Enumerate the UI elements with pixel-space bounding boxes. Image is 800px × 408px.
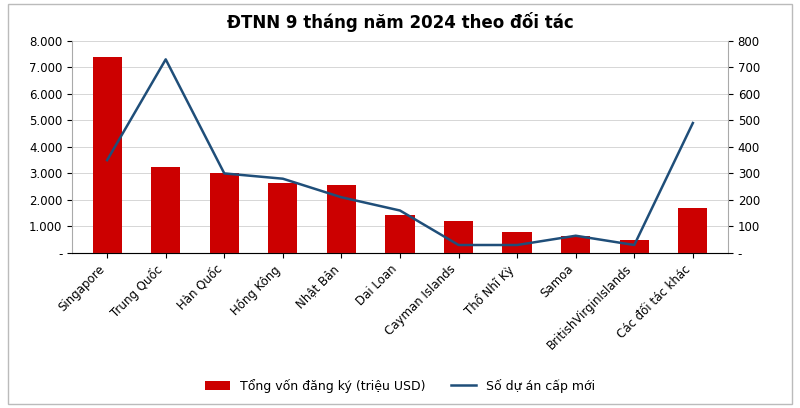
Bar: [151, 167, 180, 253]
Text: ĐTNN 9 tháng năm 2024 theo đối tác: ĐTNN 9 tháng năm 2024 theo đối tác: [226, 12, 574, 32]
Bar: [386, 215, 414, 253]
Bar: [326, 185, 356, 253]
Bar: [210, 173, 239, 253]
Bar: [93, 57, 122, 253]
Bar: [268, 183, 298, 253]
Bar: [620, 240, 649, 253]
Bar: [678, 208, 707, 253]
Bar: [502, 232, 532, 253]
Legend: Tổng vốn đăng ký (triệu USD), Số dự án cấp mới: Tổng vốn đăng ký (triệu USD), Số dự án c…: [200, 374, 600, 398]
Bar: [444, 221, 474, 253]
Bar: [561, 236, 590, 253]
